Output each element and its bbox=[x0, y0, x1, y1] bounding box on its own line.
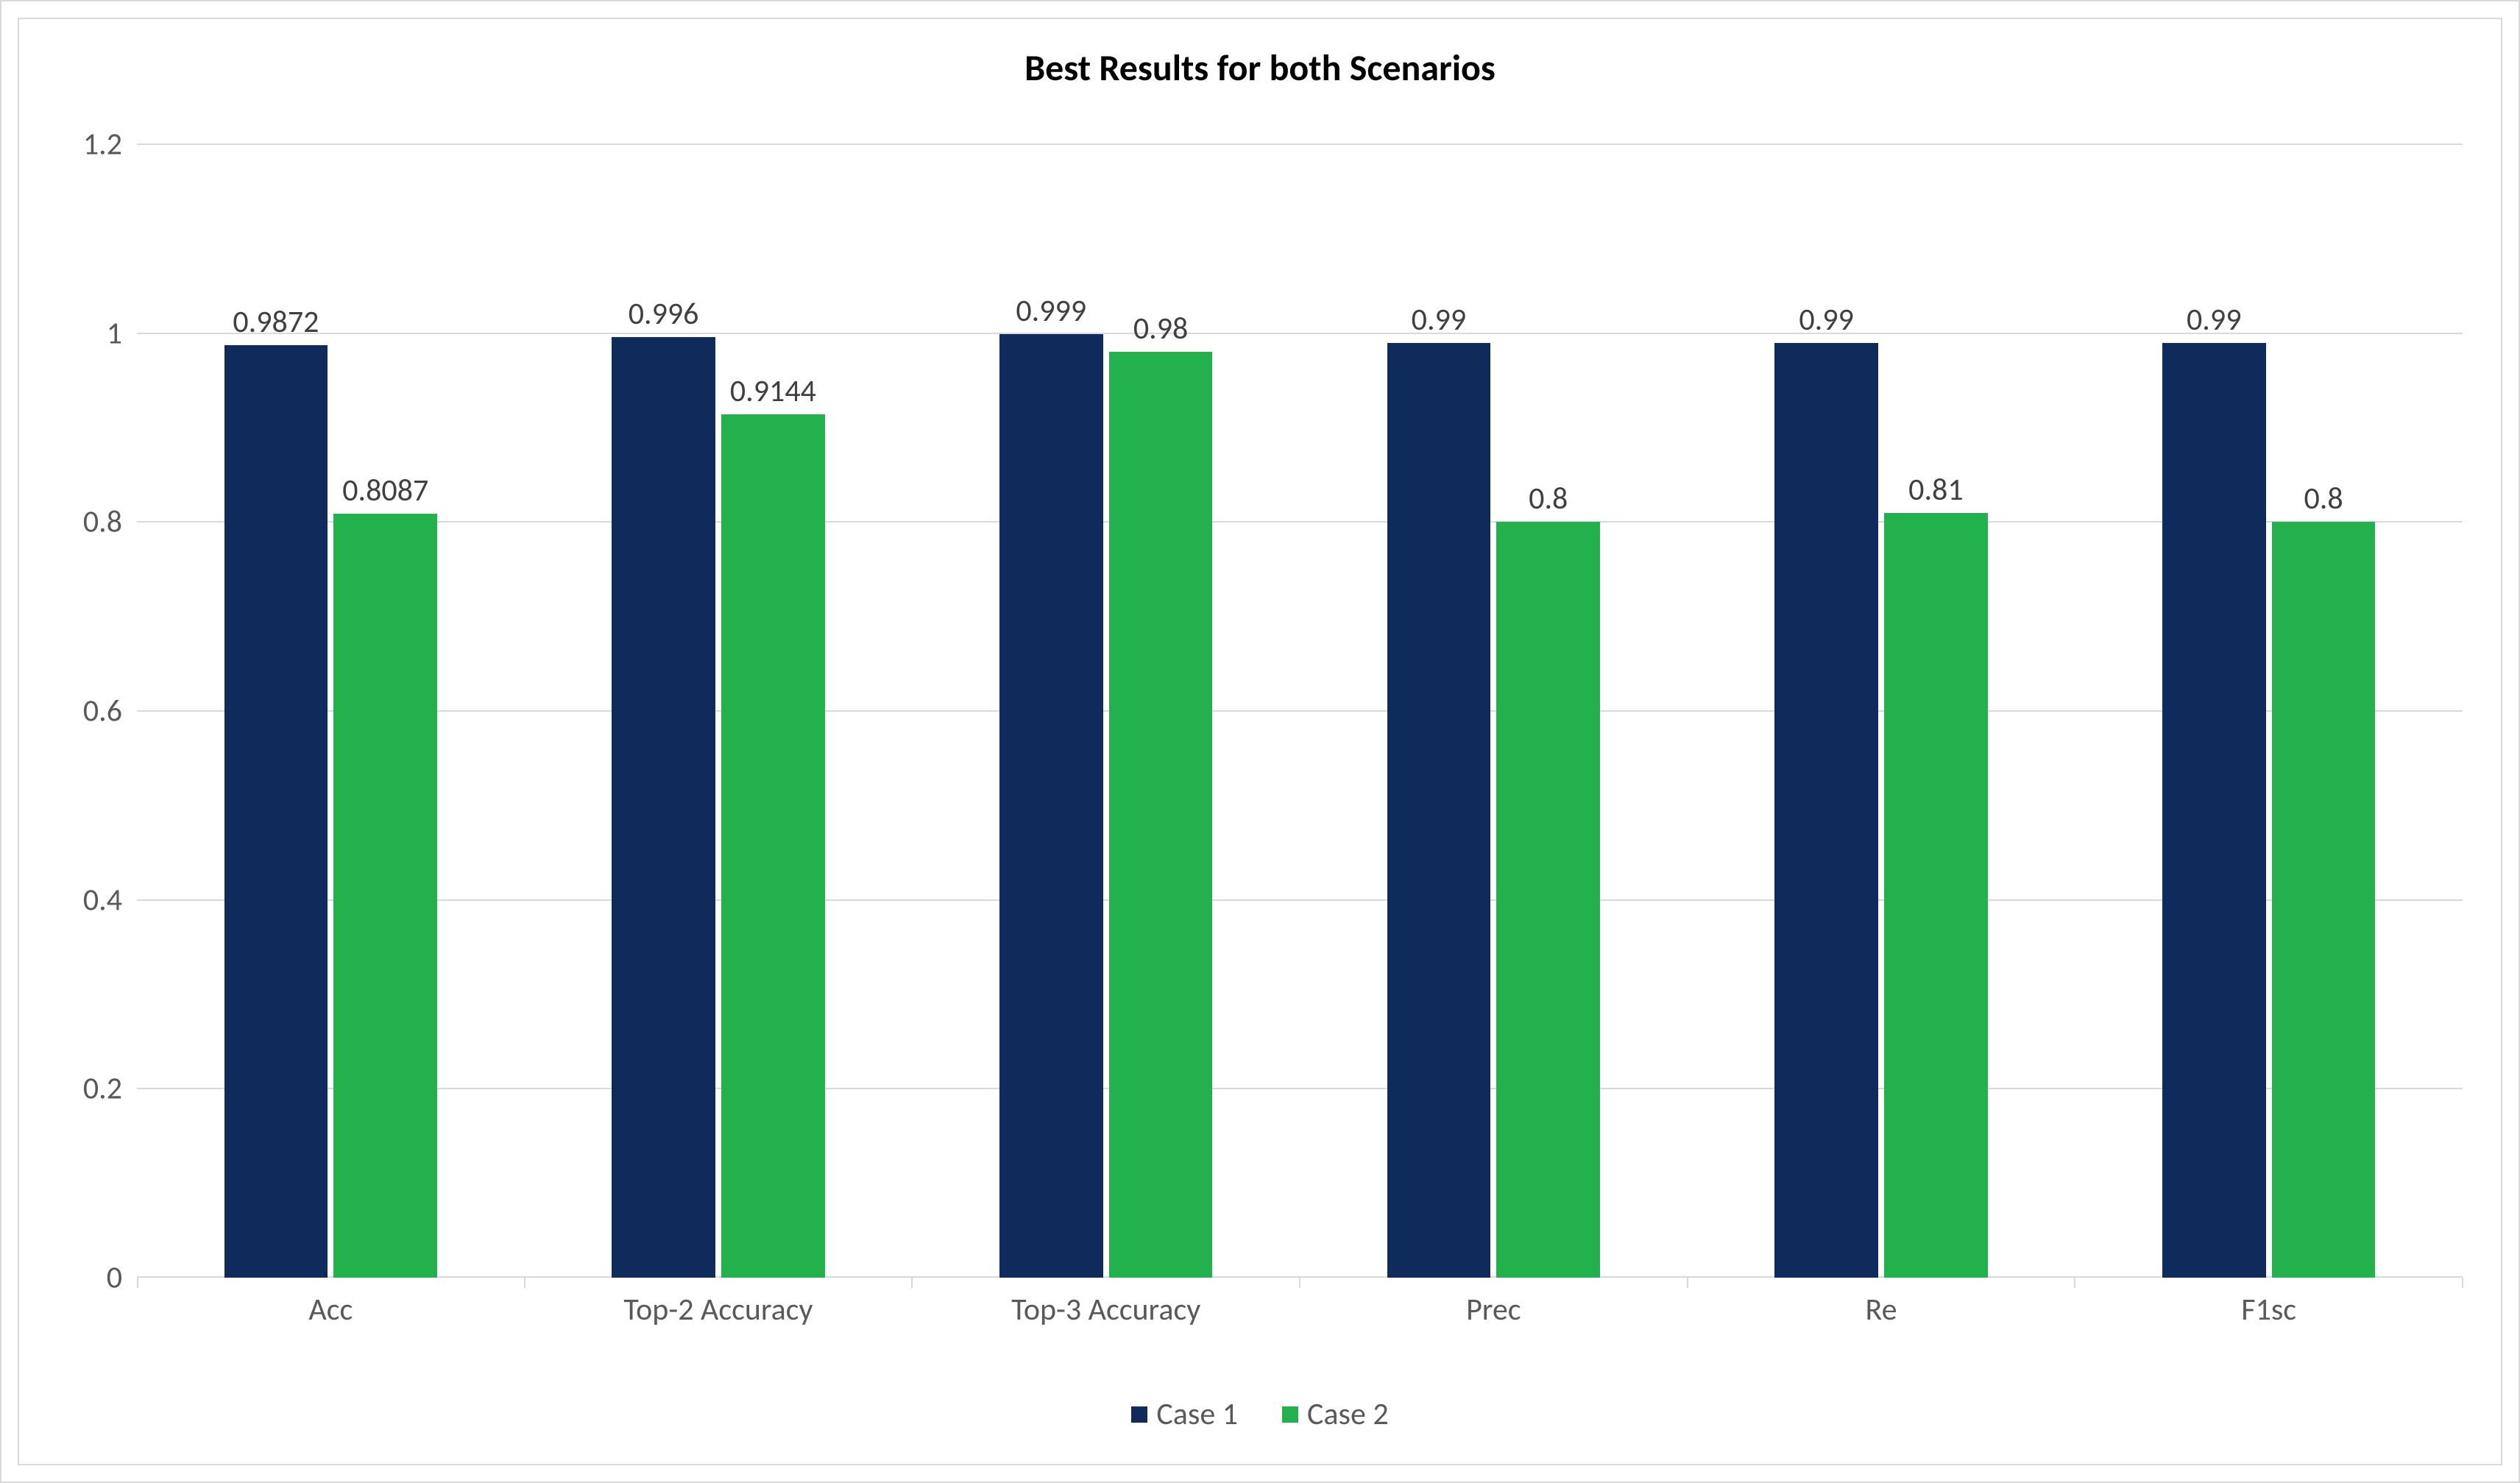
x-tick-label: Re bbox=[1866, 1291, 1897, 1328]
bar-value-label: 0.9872 bbox=[233, 303, 319, 341]
x-tick-label: Acc bbox=[308, 1291, 353, 1328]
gridline bbox=[137, 333, 2463, 334]
bar-value-label: 0.98 bbox=[1133, 310, 1188, 347]
bar bbox=[2272, 522, 2376, 1278]
y-tick-label: 1 bbox=[107, 314, 122, 352]
legend-swatch bbox=[1131, 1406, 1147, 1423]
chart-title: Best Results for both Scenarios bbox=[19, 46, 2501, 91]
bar bbox=[2162, 343, 2266, 1278]
bar bbox=[612, 337, 715, 1278]
gridline bbox=[137, 899, 2463, 901]
x-tick-mark bbox=[2074, 1278, 2075, 1288]
x-tick-mark bbox=[2462, 1278, 2463, 1288]
x-tick-label: Prec bbox=[1466, 1291, 1521, 1328]
chart-inner-border: Best Results for both Scenarios 0 0.2 0.4 0… bbox=[18, 18, 2502, 1465]
bar-value-label: 0.8 bbox=[2304, 480, 2343, 517]
x-tick-label: Top-3 Accuracy bbox=[1011, 1291, 1200, 1328]
legend-swatch bbox=[1282, 1406, 1298, 1423]
bar-value-label: 0.99 bbox=[2187, 301, 2241, 339]
x-tick-mark bbox=[1299, 1278, 1300, 1288]
bar-value-label: 0.99 bbox=[1412, 301, 1466, 339]
gridline bbox=[137, 710, 2463, 712]
x-tick-mark bbox=[137, 1278, 138, 1288]
y-tick-label: 0 bbox=[107, 1259, 122, 1297]
legend: Case 1 Case 2 bbox=[19, 1395, 2501, 1433]
x-tick-mark bbox=[1687, 1278, 1688, 1288]
gridline bbox=[137, 521, 2463, 523]
x-tick-mark bbox=[524, 1278, 525, 1288]
gridline bbox=[137, 1088, 2463, 1089]
bar bbox=[333, 514, 437, 1278]
bar-value-label: 0.999 bbox=[1016, 292, 1086, 330]
bar bbox=[1109, 352, 1213, 1278]
y-tick-label: 0.4 bbox=[83, 881, 122, 919]
x-tick-label: Top-2 Accuracy bbox=[623, 1291, 813, 1328]
chart-container: Best Results for both Scenarios 0 0.2 0.4 0… bbox=[0, 0, 2520, 1483]
x-tick-mark bbox=[911, 1278, 913, 1288]
bar-value-label: 0.8 bbox=[1529, 480, 1568, 517]
plot-area: 00.20.40.60.811.2Acc0.98720.8087Top-2 Ac… bbox=[137, 144, 2463, 1278]
bar bbox=[721, 414, 825, 1278]
bar-value-label: 0.8087 bbox=[342, 472, 428, 509]
bar bbox=[224, 345, 328, 1278]
y-tick-label: 0.2 bbox=[83, 1070, 122, 1108]
bar bbox=[1496, 522, 1600, 1278]
legend-item: Case 1 bbox=[1131, 1395, 1238, 1433]
gridline bbox=[137, 144, 2463, 145]
bar bbox=[999, 334, 1103, 1278]
bar-value-label: 0.81 bbox=[1908, 471, 1963, 509]
bar bbox=[1884, 513, 1988, 1278]
legend-label: Case 2 bbox=[1307, 1395, 1389, 1433]
legend-item: Case 2 bbox=[1282, 1395, 1389, 1433]
legend-label: Case 1 bbox=[1156, 1395, 1238, 1433]
bar-value-label: 0.99 bbox=[1799, 301, 1853, 339]
bar bbox=[1774, 343, 1878, 1278]
bar-value-label: 0.9144 bbox=[730, 372, 816, 410]
bar-value-label: 0.996 bbox=[629, 295, 699, 333]
bar bbox=[1387, 343, 1491, 1278]
y-tick-label: 0.6 bbox=[83, 693, 122, 730]
y-tick-label: 0.8 bbox=[83, 503, 122, 541]
x-tick-label: F1sc bbox=[2241, 1291, 2296, 1328]
y-tick-label: 1.2 bbox=[83, 126, 122, 163]
